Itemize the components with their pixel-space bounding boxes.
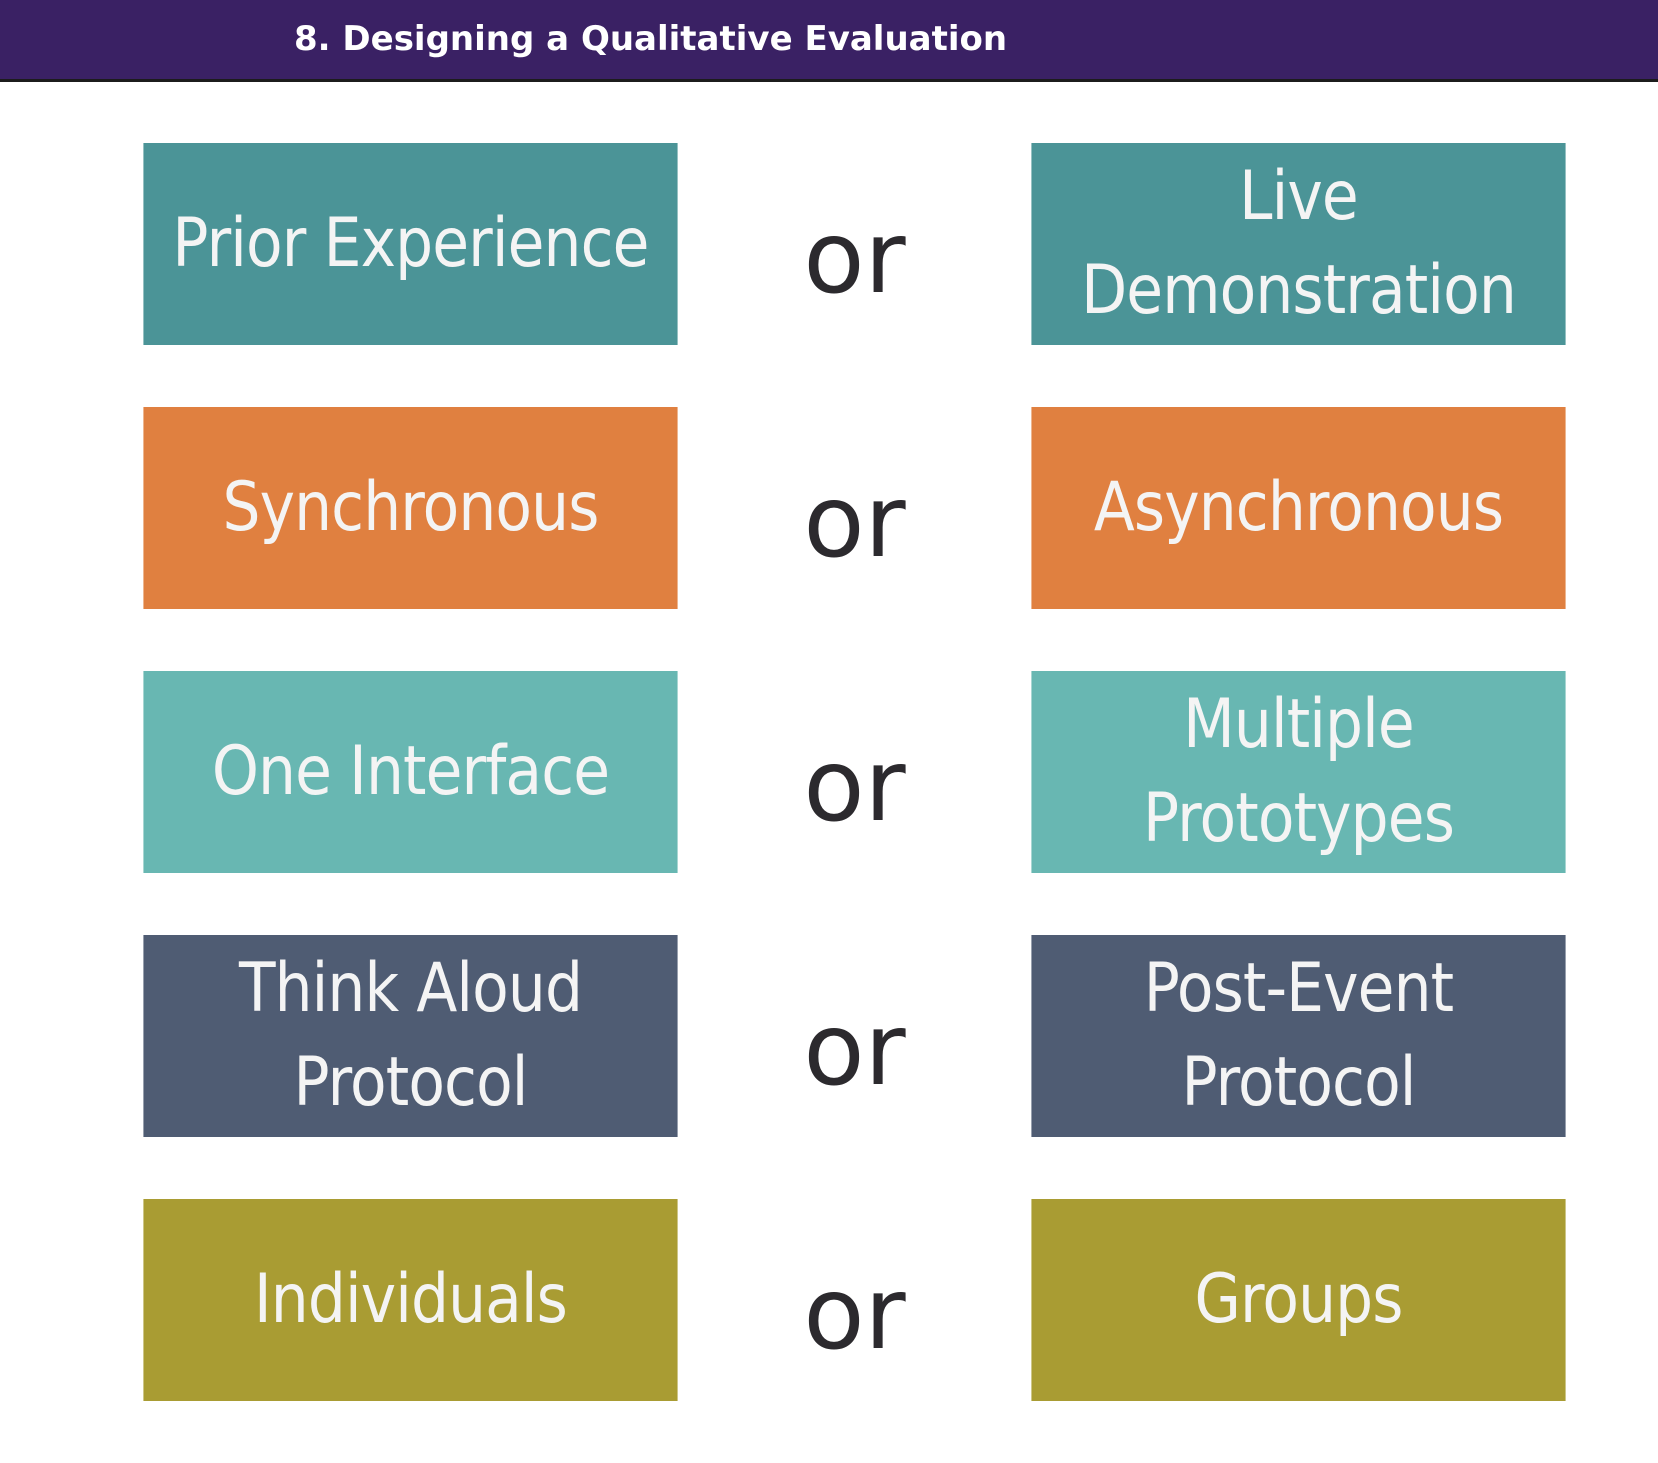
right-option-box: Post-Event Protocol xyxy=(1031,935,1566,1137)
title-bar: 8. Designing a Qualitative Evaluation xyxy=(0,0,1658,82)
left-option-label: Think Aloud Protocol xyxy=(238,949,583,1122)
comparison-row: Synchronous or Asynchronous xyxy=(107,407,1604,609)
left-option-label: Individuals xyxy=(254,1260,568,1339)
right-option-label: Live Demonstration xyxy=(1081,157,1517,330)
right-option-box: Asynchronous xyxy=(1031,407,1566,609)
left-option-box: One Interface xyxy=(143,671,678,873)
page-title: 8. Designing a Qualitative Evaluation xyxy=(294,19,1008,59)
left-option-label: One Interface xyxy=(211,732,610,811)
comparison-row: Individuals or Groups xyxy=(107,1199,1604,1401)
comparison-row: Think Aloud Protocol or Post-Event Proto… xyxy=(107,935,1604,1137)
right-option-label: Multiple Prototypes xyxy=(1142,685,1455,858)
left-option-label: Synchronous xyxy=(222,468,599,547)
right-option-box: Groups xyxy=(1031,1199,1566,1401)
right-option-label: Groups xyxy=(1194,1260,1403,1339)
right-option-box: Live Demonstration xyxy=(1031,143,1566,345)
left-option-box: Synchronous xyxy=(143,407,678,609)
or-separator: or xyxy=(803,1255,906,1372)
comparison-row: Prior Experience or Live Demonstration xyxy=(107,143,1604,345)
or-separator: or xyxy=(803,199,906,316)
left-option-box: Prior Experience xyxy=(143,143,678,345)
right-option-label: Post-Event Protocol xyxy=(1143,949,1454,1122)
or-separator: or xyxy=(803,991,906,1108)
comparison-row: One Interface or Multiple Prototypes xyxy=(107,671,1604,873)
or-separator: or xyxy=(803,727,906,844)
left-option-box: Think Aloud Protocol xyxy=(143,935,678,1137)
comparison-grid: Prior Experience or Live Demonstration S… xyxy=(107,143,1604,1463)
left-option-box: Individuals xyxy=(143,1199,678,1401)
or-separator: or xyxy=(803,463,906,580)
right-option-label: Asynchronous xyxy=(1093,468,1504,547)
right-option-box: Multiple Prototypes xyxy=(1031,671,1566,873)
left-option-label: Prior Experience xyxy=(172,204,649,283)
